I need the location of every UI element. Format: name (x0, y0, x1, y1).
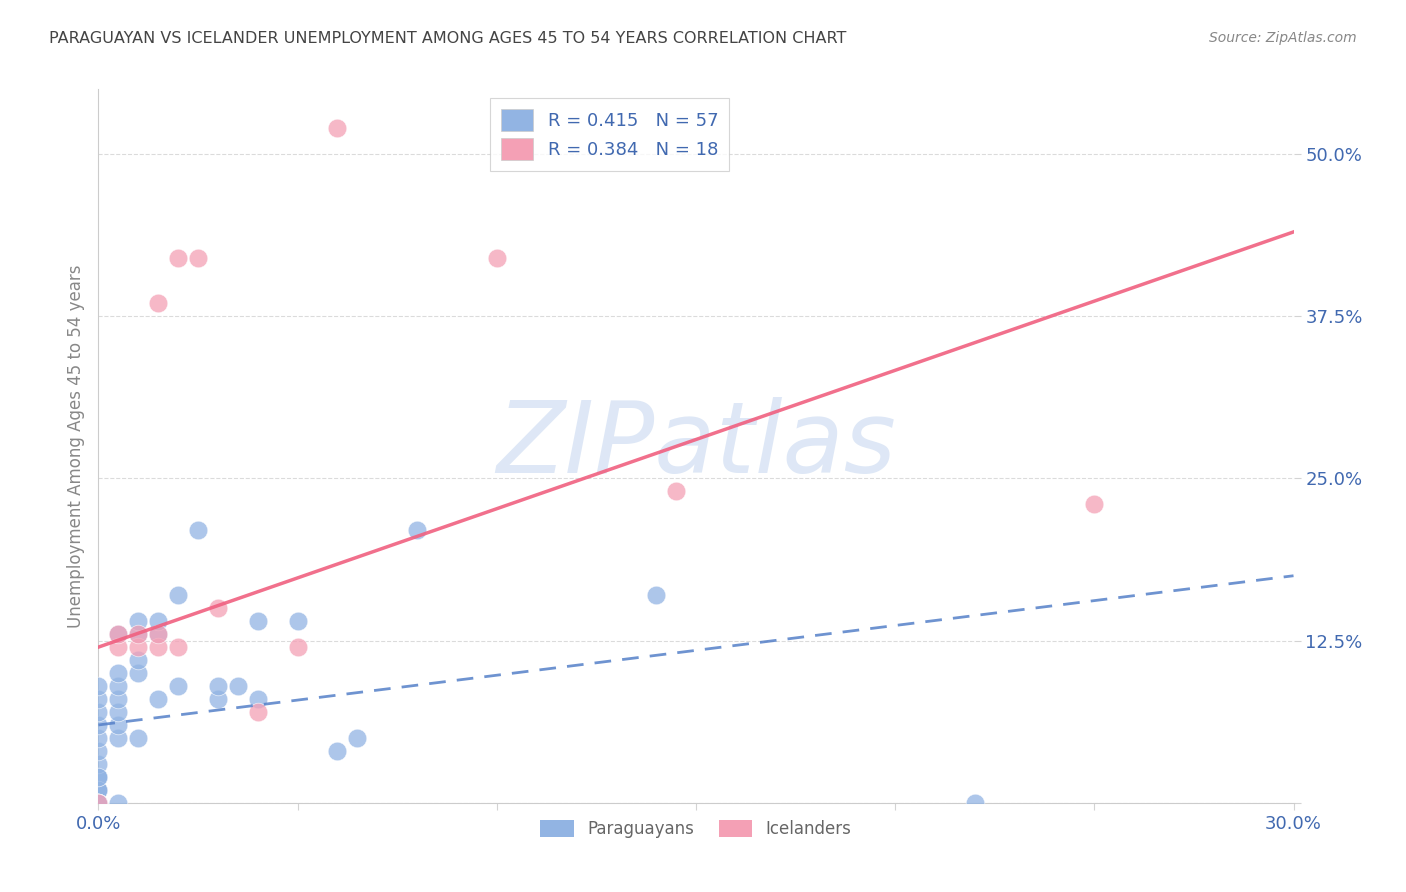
Point (87, 692, 110, 706)
Point (87, 796, 110, 810)
Point (87, 796, 110, 810)
Point (87, 796, 110, 810)
Point (167, 679, 190, 693)
Point (148, 640, 170, 654)
Point (207, 601, 229, 615)
Point (87, 796, 110, 810)
Point (148, 692, 170, 706)
Point (107, 627, 129, 641)
Point (226, 679, 249, 693)
Point (148, 627, 170, 641)
Point (127, 653, 149, 667)
Point (127, 666, 149, 681)
Point (87, 782, 110, 797)
Point (87, 796, 110, 810)
Point (167, 588, 190, 602)
Point (167, 640, 190, 654)
Point (107, 627, 129, 641)
Point (1083, 497, 1105, 511)
Point (326, 121, 349, 136)
Point (87, 744, 110, 758)
Point (87, 782, 110, 797)
Point (107, 718, 129, 732)
Point (963, 796, 986, 810)
Point (107, 679, 129, 693)
Point (87, 731, 110, 745)
Point (107, 731, 129, 745)
Point (148, 614, 170, 628)
Point (346, 731, 368, 745)
Point (87, 796, 110, 810)
Point (87, 705, 110, 719)
Point (207, 692, 229, 706)
Point (107, 705, 129, 719)
Point (87, 796, 110, 810)
Point (148, 627, 170, 641)
Legend: Paraguayans, Icelanders: Paraguayans, Icelanders (534, 813, 858, 845)
Point (87, 782, 110, 797)
Point (246, 692, 269, 706)
Point (87, 756, 110, 771)
Text: PARAGUAYAN VS ICELANDER UNEMPLOYMENT AMONG AGES 45 TO 54 YEARS CORRELATION CHART: PARAGUAYAN VS ICELANDER UNEMPLOYMENT AMO… (49, 31, 846, 46)
Point (127, 627, 149, 641)
Point (148, 296, 170, 310)
Point (246, 705, 269, 719)
Point (187, 251, 209, 265)
Text: Source: ZipAtlas.com: Source: ZipAtlas.com (1209, 31, 1357, 45)
Point (87, 770, 110, 784)
Point (167, 251, 190, 265)
Point (246, 614, 269, 628)
Point (87, 796, 110, 810)
Point (87, 770, 110, 784)
Point (107, 796, 129, 810)
Point (406, 524, 429, 538)
Y-axis label: Unemployment Among Ages 45 to 54 years: Unemployment Among Ages 45 to 54 years (66, 264, 84, 628)
Point (187, 524, 209, 538)
Point (645, 588, 668, 602)
Point (87, 679, 110, 693)
Point (87, 718, 110, 732)
Point (127, 640, 149, 654)
Point (107, 692, 129, 706)
Point (107, 640, 129, 654)
Point (107, 666, 129, 681)
Point (127, 731, 149, 745)
Point (87, 796, 110, 810)
Point (87, 770, 110, 784)
Point (207, 679, 229, 693)
Point (87, 796, 110, 810)
Point (127, 627, 149, 641)
Point (87, 796, 110, 810)
Text: ZIPatlas: ZIPatlas (496, 398, 896, 494)
Point (87, 796, 110, 810)
Point (87, 796, 110, 810)
Point (287, 614, 309, 628)
Point (87, 796, 110, 810)
Point (485, 251, 508, 265)
Point (287, 640, 309, 654)
Point (87, 782, 110, 797)
Point (326, 744, 349, 758)
Point (127, 614, 149, 628)
Point (665, 484, 688, 499)
